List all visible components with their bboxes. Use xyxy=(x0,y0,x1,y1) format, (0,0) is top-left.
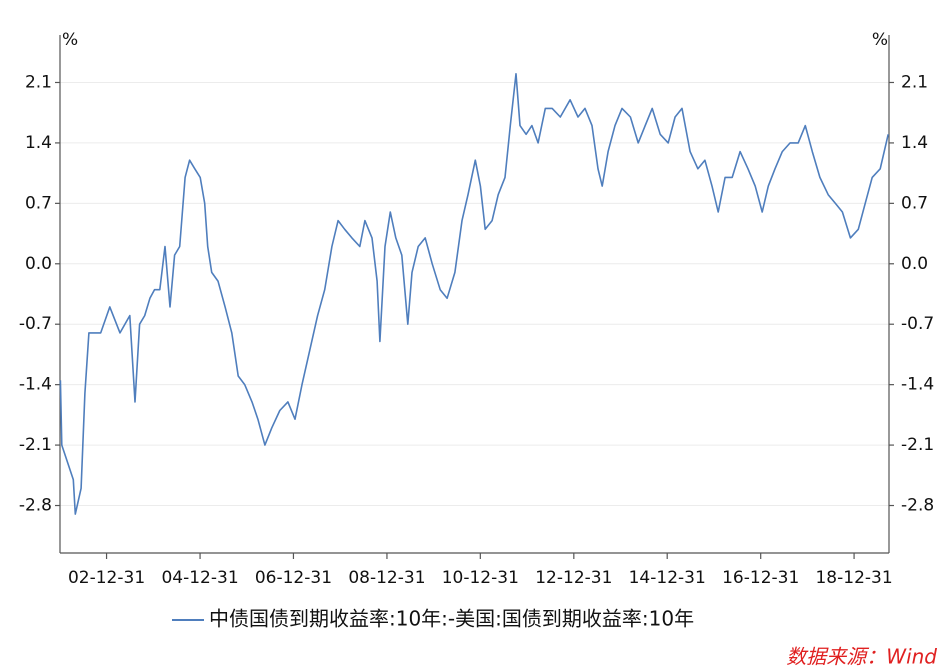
y-tick-label: 0.7 xyxy=(25,193,52,213)
y2-tick-label: 1.4 xyxy=(901,133,928,153)
source: 数据来源：Wind xyxy=(786,645,937,669)
y-tick-label: 0.0 xyxy=(25,254,52,274)
y2-tick-label: -2.8 xyxy=(901,496,934,516)
legend-label: 中债国债到期收益率:10年:-美国:国债到期收益率:10年 xyxy=(209,607,694,631)
y-tick-label: -0.7 xyxy=(19,314,52,334)
x-tick-label: 12-12-31 xyxy=(535,568,612,588)
line-series xyxy=(59,73,889,515)
x-tick-label: 06-12-31 xyxy=(255,568,332,588)
y-tick-label: -1.4 xyxy=(19,375,52,395)
y2-tick-label: -1.4 xyxy=(901,375,934,395)
x-tick-label: 14-12-31 xyxy=(629,568,706,588)
x-tick-label: 18-12-31 xyxy=(815,568,892,588)
y2-tick-label: -2.1 xyxy=(901,435,934,455)
y-tick-label: -2.8 xyxy=(19,496,52,516)
y-tick-label: 1.4 xyxy=(25,133,52,153)
y2-tick-label: 2.1 xyxy=(901,72,928,92)
y2-unit: % xyxy=(872,30,888,50)
y-tick-label: -2.1 xyxy=(19,435,52,455)
x-tick-label: 16-12-31 xyxy=(722,568,799,588)
y2-tick-label: 0.0 xyxy=(901,254,928,274)
x-tick-label: 08-12-31 xyxy=(348,568,425,588)
y2-tick-label: 0.7 xyxy=(901,193,928,213)
y2-tick-label: -0.7 xyxy=(901,314,934,334)
x-tick-label: 04-12-31 xyxy=(161,568,238,588)
x-tick-label: 10-12-31 xyxy=(442,568,519,588)
x-tick-label: 02-12-31 xyxy=(68,568,145,588)
y-unit: % xyxy=(62,30,78,50)
y-tick-label: 2.1 xyxy=(25,72,52,92)
